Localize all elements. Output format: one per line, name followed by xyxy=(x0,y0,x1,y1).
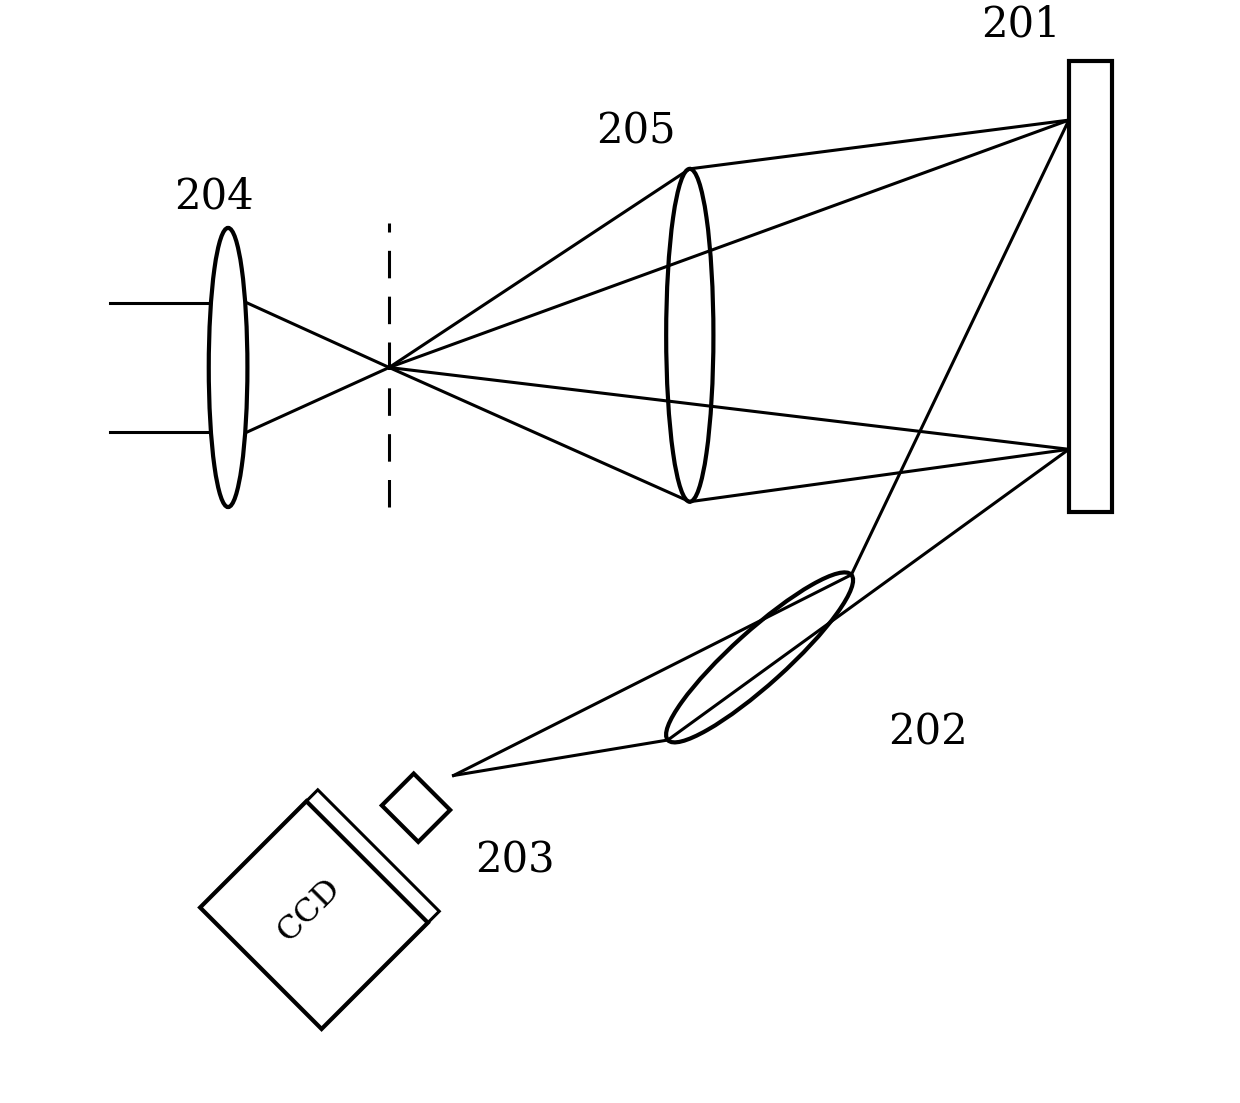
Polygon shape xyxy=(382,773,450,842)
Text: 202: 202 xyxy=(888,711,968,753)
Bar xyxy=(1069,62,1112,513)
Polygon shape xyxy=(212,790,439,1018)
Text: 205: 205 xyxy=(596,110,676,152)
Text: 204: 204 xyxy=(175,175,254,217)
Text: 203: 203 xyxy=(475,839,554,882)
Polygon shape xyxy=(200,801,428,1029)
Text: CCD: CCD xyxy=(270,872,346,947)
Text: 201: 201 xyxy=(981,3,1060,45)
